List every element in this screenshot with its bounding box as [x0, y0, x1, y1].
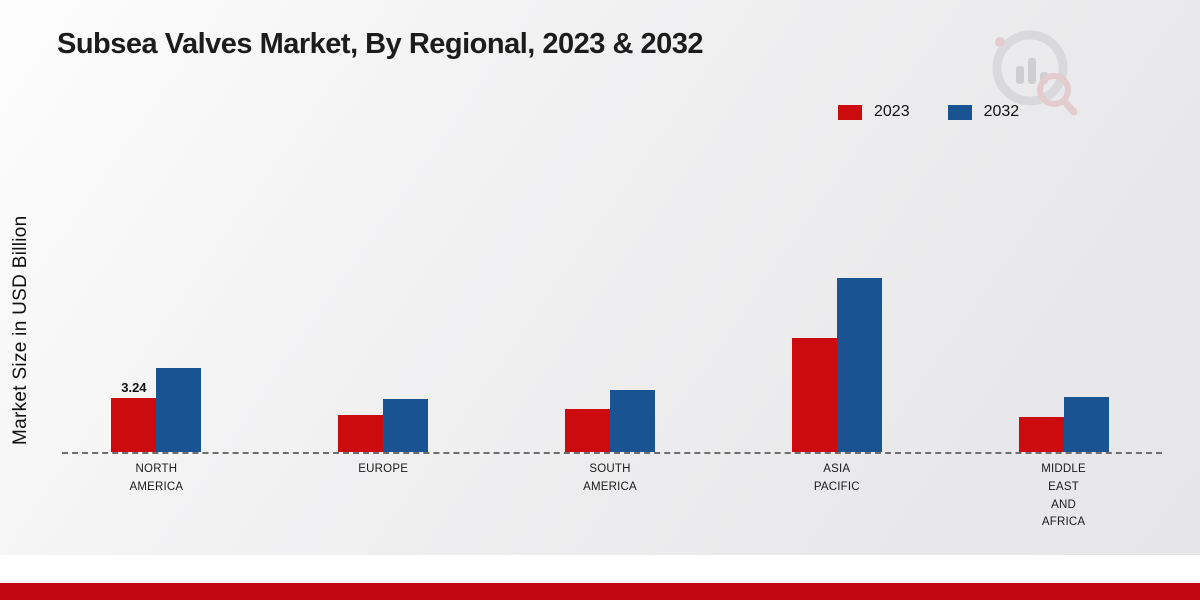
footer-accent-bar	[0, 583, 1200, 600]
footer-white-strip	[0, 555, 1200, 583]
category-label-south-america: SOUTH AMERICA	[583, 463, 637, 493]
bar-wrap	[1018, 417, 1064, 452]
bar-wrap	[1063, 397, 1109, 452]
legend-item-2023: 2023	[838, 103, 910, 121]
bar-group-middle-east-and-africa	[950, 278, 1177, 452]
chart-title: Subsea Valves Market, By Regional, 2023 …	[57, 28, 703, 60]
bar-group-europe	[270, 278, 497, 452]
bar-wrap	[836, 278, 882, 452]
legend-label-2032: 2032	[983, 103, 1020, 120]
label-cell: MIDDLE EAST AND AFRICA	[950, 461, 1177, 532]
plot-area: 3.24	[43, 278, 1177, 452]
bar-wrap	[383, 399, 429, 452]
bar-wrap: 3.24	[111, 380, 157, 452]
bar-2023-south-america	[564, 409, 610, 452]
label-cell: SOUTH AMERICA	[497, 461, 724, 532]
bar-wrap	[791, 338, 837, 452]
bar-wrap	[564, 409, 610, 452]
x-axis-baseline	[62, 452, 1162, 454]
label-cell: ASIA PACIFIC	[723, 461, 950, 532]
bar-2032-middle-east-and-africa	[1063, 397, 1109, 452]
bar-2023-asia-pacific	[791, 338, 837, 452]
category-label-middle-east-and-africa: MIDDLE EAST AND AFRICA	[1041, 463, 1086, 529]
bar-group-south-america	[497, 278, 724, 452]
y-axis-label: Market Size in USD Billion	[10, 215, 31, 445]
bar-2023-middle-east-and-africa	[1018, 417, 1064, 452]
legend: 2023 2032	[838, 103, 1019, 121]
x-axis-labels: NORTH AMERICA EUROPE SOUTH AMERICA ASIA PAC…	[43, 461, 1177, 532]
legend-label-2023: 2023	[874, 103, 910, 120]
category-label-north-america: NORTH AMERICA	[129, 463, 184, 493]
bar-2023-north-america	[111, 398, 157, 452]
category-label-asia-pacific: ASIA PACIFIC	[813, 463, 860, 493]
bar-data-label: 3.24	[121, 380, 147, 395]
bar-2023-europe	[338, 415, 384, 452]
bar-group-asia-pacific	[723, 278, 950, 452]
legend-swatch-2032	[947, 104, 972, 120]
bar-group-north-america: 3.24	[43, 278, 270, 452]
brand-watermark-icon	[992, 30, 1078, 116]
bar-wrap	[338, 415, 384, 452]
label-cell: NORTH AMERICA	[43, 461, 270, 532]
bar-2032-europe	[383, 399, 429, 452]
bar-wrap	[156, 368, 202, 452]
label-cell: EUROPE	[270, 461, 497, 532]
bar-2032-south-america	[609, 390, 655, 452]
bar-2032-asia-pacific	[836, 278, 882, 452]
bar-2032-north-america	[156, 368, 202, 452]
category-label-europe: EUROPE	[358, 463, 409, 475]
legend-item-2032: 2032	[947, 103, 1020, 121]
legend-swatch-2023	[838, 104, 862, 120]
bar-wrap	[609, 390, 655, 452]
